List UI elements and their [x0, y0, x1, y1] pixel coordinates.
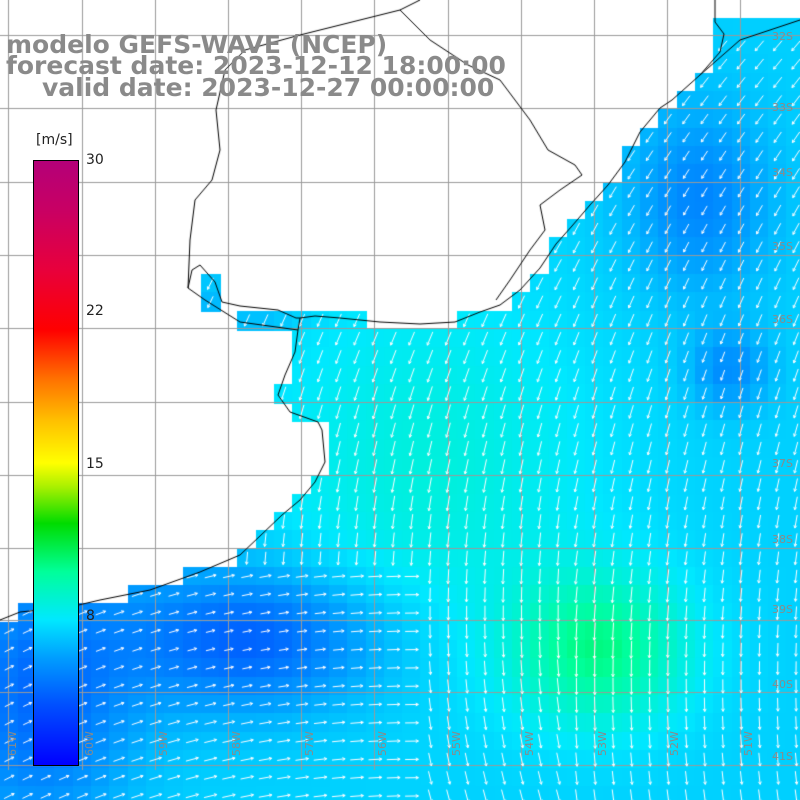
longitude-label: 51W	[742, 731, 755, 756]
forecast-date: forecast date: 2023-12-12 18:00:00	[6, 51, 506, 80]
longitude-label: 53W	[596, 731, 609, 756]
longitude-label: 57W	[303, 731, 316, 756]
latitude-label: 38S	[772, 533, 793, 546]
colorbar-tick-30: 30	[86, 152, 104, 168]
colorbar-tick-22: 22	[86, 303, 104, 319]
longitude-label: 60W	[83, 731, 96, 756]
latitude-label: 40S	[772, 678, 793, 691]
longitude-label: 58W	[230, 731, 243, 756]
colorbar-unit: [m/s]	[36, 132, 73, 148]
latitude-label: 41S	[772, 750, 793, 763]
longitude-label: 56W	[376, 731, 389, 756]
longitude-label: 54W	[523, 731, 536, 756]
longitude-label: 61W	[6, 731, 19, 756]
latitude-label: 32S	[772, 30, 793, 43]
longitude-label: 52W	[668, 731, 681, 756]
latitude-label: 37S	[772, 457, 793, 470]
latitude-label: 33S	[772, 101, 793, 114]
valid-date: valid date: 2023-12-27 00:00:00	[42, 73, 495, 102]
colorbar-tick-8: 8	[86, 608, 95, 624]
longitude-label: 59W	[157, 731, 170, 756]
longitude-label: 55W	[450, 731, 463, 756]
latitude-label: 36S	[772, 313, 793, 326]
colorbar-tick-15: 15	[86, 456, 104, 472]
model-title: modelo GEFS-WAVE (NCEP)	[6, 30, 388, 59]
latitude-label: 39S	[772, 603, 793, 616]
latitude-label: 35S	[772, 240, 793, 253]
latitude-label: 34S	[772, 166, 793, 179]
colorbar	[33, 160, 79, 766]
